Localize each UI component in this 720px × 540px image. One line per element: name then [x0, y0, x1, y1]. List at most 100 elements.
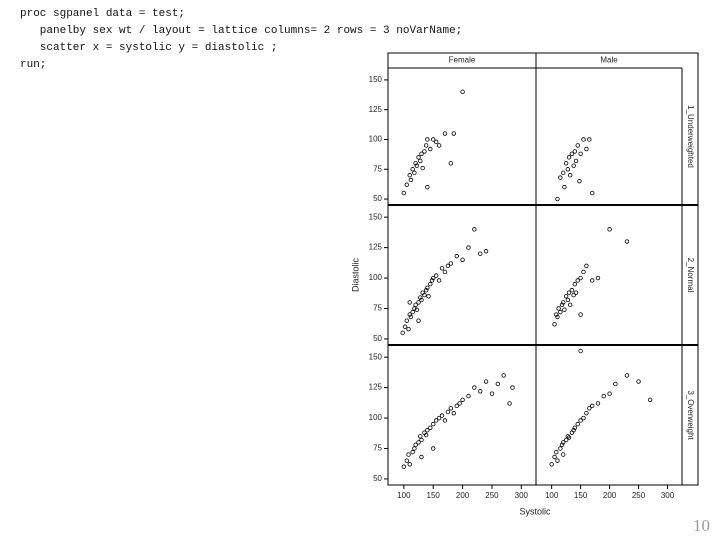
point [436, 143, 442, 148]
point [472, 385, 477, 390]
point [561, 452, 566, 457]
code-line: panelby sex wt / layout = lattice column… [20, 25, 463, 37]
point [483, 249, 489, 254]
point [460, 257, 465, 262]
point [555, 314, 560, 320]
point [607, 391, 612, 396]
point [573, 158, 579, 164]
point [442, 131, 448, 136]
code-block: proc sgpanel data = test; panelby sex wt… [20, 6, 462, 74]
point [575, 278, 580, 283]
point [422, 149, 427, 154]
point [561, 300, 566, 305]
point [408, 314, 414, 320]
point [423, 288, 429, 293]
x-tick-label: 250 [485, 491, 499, 500]
point [413, 442, 418, 448]
point [423, 432, 429, 438]
point [418, 158, 423, 164]
point [451, 410, 456, 416]
point [420, 165, 425, 171]
point [425, 137, 430, 142]
point [561, 170, 566, 176]
page-number: 10 [693, 516, 710, 535]
code-line: scatter x = systolic y = diastolic ; [20, 42, 278, 54]
point [601, 393, 606, 399]
column-header: Male [600, 56, 618, 65]
point [571, 428, 576, 433]
point [595, 401, 601, 406]
point [401, 464, 407, 469]
point [555, 196, 560, 202]
point [554, 312, 559, 317]
point [414, 307, 419, 312]
row-header: 2_Normal [686, 258, 695, 293]
point [466, 245, 471, 250]
y-tick-label: 100 [369, 273, 383, 282]
point [572, 281, 578, 287]
point [410, 309, 415, 315]
point [408, 177, 414, 183]
point [428, 146, 433, 152]
point [413, 161, 418, 166]
point [407, 300, 412, 305]
point [400, 330, 405, 336]
point [445, 409, 451, 415]
point [429, 278, 435, 283]
point [558, 175, 563, 180]
x-axis-label: Systolic [519, 506, 551, 516]
point [416, 155, 421, 160]
y-tick-label: 150 [369, 75, 383, 84]
point [510, 385, 515, 390]
point [426, 294, 431, 299]
point [584, 410, 589, 416]
y-axis-label: Diastolic [350, 257, 360, 292]
x-tick-label: 300 [661, 491, 675, 500]
point [431, 446, 436, 451]
point [624, 239, 630, 244]
point [565, 167, 571, 172]
point [577, 178, 582, 184]
point [412, 446, 417, 451]
point [401, 190, 407, 196]
point [460, 89, 465, 95]
point [433, 273, 439, 278]
point [563, 161, 569, 166]
point [431, 421, 436, 427]
point [569, 288, 575, 293]
point [566, 290, 572, 295]
point [404, 318, 409, 323]
x-tick-label: 150 [574, 491, 588, 500]
point [472, 227, 477, 232]
point [457, 401, 462, 406]
y-tick-label: 50 [373, 474, 382, 483]
x-tick-label: 200 [603, 491, 617, 500]
x-tick-label: 200 [456, 491, 470, 500]
point [419, 297, 424, 303]
point [554, 449, 559, 455]
point [412, 170, 417, 176]
point [418, 295, 423, 300]
code-line: proc sgpanel data = test; [20, 8, 186, 20]
point [489, 391, 495, 396]
point [425, 428, 430, 433]
y-tick-label: 75 [373, 164, 382, 173]
row-header: 3_Overweight [686, 390, 695, 440]
point [445, 263, 451, 269]
point [431, 137, 436, 142]
point [404, 458, 409, 463]
point [552, 322, 557, 327]
point [587, 137, 592, 142]
x-tick-label: 100 [545, 491, 559, 500]
point [578, 418, 583, 423]
point [578, 275, 583, 281]
point [419, 454, 424, 460]
point [562, 307, 567, 312]
x-tick-label: 250 [632, 491, 646, 500]
point [578, 151, 583, 156]
y-tick-label: 150 [369, 352, 383, 361]
point [478, 389, 483, 394]
x-tick-label: 300 [515, 491, 529, 500]
